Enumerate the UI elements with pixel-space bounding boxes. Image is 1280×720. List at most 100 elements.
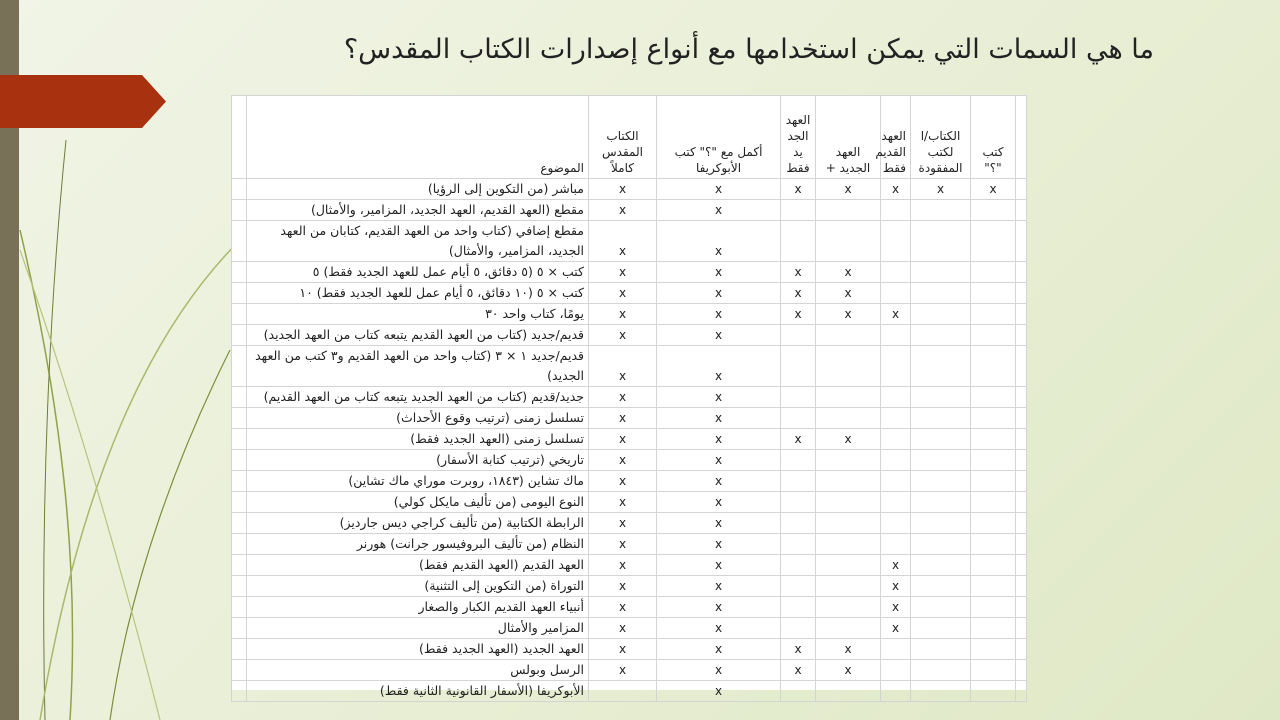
mark-cell: x (815, 428, 881, 450)
mark-cell (970, 386, 1016, 408)
mark-cell (880, 533, 911, 555)
mark-cell (910, 596, 971, 618)
empty-cell (231, 282, 247, 304)
mark-cell (970, 303, 1016, 325)
empty-cell (231, 575, 247, 597)
empty-cell (231, 428, 247, 450)
empty-cell (231, 533, 247, 555)
topic-cell: الرسل وبولس (246, 659, 589, 681)
table-row: العهد الجديد (العهد الجديد فقط) x x x x (231, 638, 1027, 660)
mark-cell: x (656, 199, 781, 221)
mark-cell: x (656, 470, 781, 492)
empty-cell (1015, 533, 1027, 555)
empty-cell (231, 680, 247, 702)
table-row: الرسل وبولس x x x x (231, 659, 1027, 681)
empty-cell (1015, 449, 1027, 471)
mark-cell (970, 282, 1016, 304)
mark-cell: x (656, 303, 781, 325)
header-nt-only: العهد الجد يد فقط (780, 95, 816, 179)
mark-cell (970, 680, 1016, 702)
topic-cell: أنبياء العهد القديم الكبار والصغار (246, 596, 589, 618)
empty-cell (1015, 491, 1027, 513)
mark-cell: x (588, 386, 657, 408)
mark-cell (910, 282, 971, 304)
mark-cell: x (656, 178, 781, 200)
mark-cell: x (588, 491, 657, 513)
empty-cell (231, 345, 247, 387)
mark-cell (780, 324, 816, 346)
empty-cell (231, 617, 247, 639)
mark-cell (880, 449, 911, 471)
mark-cell: x (588, 596, 657, 618)
empty-cell (231, 303, 247, 325)
empty-cell (231, 596, 247, 618)
mark-cell: x (588, 617, 657, 639)
empty-cell (1015, 303, 1027, 325)
mark-cell: x (656, 449, 781, 471)
mark-cell: x (780, 261, 816, 283)
mark-cell: x (656, 428, 781, 450)
mark-cell: x (910, 178, 971, 200)
mark-cell: x (588, 303, 657, 325)
mark-cell (815, 407, 881, 429)
mark-cell (910, 638, 971, 660)
mark-cell (880, 199, 911, 221)
mark-cell (880, 386, 911, 408)
mark-cell (910, 554, 971, 576)
empty-cell (1015, 428, 1027, 450)
empty-cell (231, 178, 247, 200)
mark-cell: x (815, 303, 881, 325)
table-row: الرابطة الكتابية (من تأليف كراجي ديس جار… (231, 512, 1027, 534)
table-row: أنبياء العهد القديم الكبار والصغار x x x (231, 596, 1027, 618)
mark-cell: x (588, 470, 657, 492)
empty-cell (231, 220, 247, 262)
mark-cell: x (588, 449, 657, 471)
mark-cell (970, 199, 1016, 221)
mark-cell (910, 324, 971, 346)
topic-cell: تسلسل زمنى (العهد الجديد فقط) (246, 428, 589, 450)
topic-cell: النظام (من تأليف البروفيسور جرانت) هورنر (246, 533, 589, 555)
empty-cell (1015, 596, 1027, 618)
mark-cell: x (656, 407, 781, 429)
header-whole-bible: الكتاب المقدس كاملاً (588, 95, 657, 179)
mark-cell (880, 407, 911, 429)
mark-cell (880, 345, 911, 387)
mark-cell (780, 470, 816, 492)
mark-cell (780, 491, 816, 513)
empty-header-cell (231, 95, 247, 179)
empty-cell (231, 386, 247, 408)
mark-cell (780, 533, 816, 555)
mark-cell: x (780, 303, 816, 325)
mark-cell (815, 386, 881, 408)
mark-cell (880, 428, 911, 450)
table-row: مباشر (من التكوين إلى الرؤيا) x x x x x x x (231, 178, 1027, 200)
mark-cell: x (780, 659, 816, 681)
mark-cell (815, 345, 881, 387)
mark-cell (815, 491, 881, 513)
topic-cell: مباشر (من التكوين إلى الرؤيا) (246, 178, 589, 200)
mark-cell: x (588, 512, 657, 534)
mark-cell (910, 470, 971, 492)
mark-cell (910, 199, 971, 221)
topic-cell: قديم/جديد ١ × ٣ (كتاب واحد من العهد القد… (246, 345, 589, 387)
empty-cell (1015, 659, 1027, 681)
table-row: تسلسل زمنى (العهد الجديد فقط) x x x x (231, 428, 1027, 450)
mark-cell (780, 220, 816, 262)
mark-cell: x (970, 178, 1016, 200)
mark-cell: x (588, 554, 657, 576)
empty-cell (1015, 178, 1027, 200)
mark-cell (970, 345, 1016, 387)
mark-cell (910, 512, 971, 534)
topic-cell: جديد/قديم (كتاب من العهد الجديد يتبعه كت… (246, 386, 589, 408)
mark-cell (815, 220, 881, 262)
empty-cell (231, 261, 247, 283)
topic-cell: ماك تشاين (١٨٤٣، روبرت موراي ماك تشاين) (246, 470, 589, 492)
mark-cell: x (880, 178, 911, 200)
empty-cell (231, 199, 247, 221)
features-table: الموضوع الكتاب المقدس كاملاً أكمل مع "؟"… (231, 95, 1027, 702)
topic-cell: كتب × ٥ (٥ دقائق، ٥ أيام عمل للعهد الجدي… (246, 261, 589, 283)
mark-cell (910, 575, 971, 597)
empty-cell (1015, 199, 1027, 221)
mark-cell (880, 512, 911, 534)
header-question-books: كتب "؟" (970, 95, 1016, 179)
